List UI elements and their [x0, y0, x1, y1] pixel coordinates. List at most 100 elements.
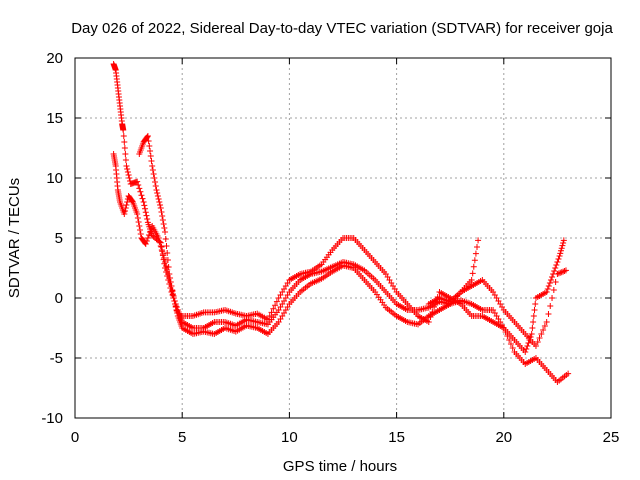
data-point: [554, 259, 561, 265]
data-point: [172, 304, 179, 310]
data-point: [164, 267, 171, 273]
data-point: [143, 212, 150, 219]
series-track-d: [425, 267, 569, 349]
data-point: [272, 302, 279, 309]
data-point: [147, 148, 154, 154]
data-point: [141, 202, 148, 209]
x-tick-label: 10: [281, 429, 298, 446]
data-point: [559, 242, 566, 249]
data-point: [429, 309, 436, 315]
data-point: [157, 202, 164, 208]
data-point: [158, 209, 165, 215]
data-point: [142, 241, 149, 247]
data-point: [159, 213, 166, 219]
data-point: [565, 370, 572, 377]
data-point: [168, 283, 175, 289]
x-tick-label: 5: [178, 429, 186, 446]
data-point: [148, 158, 155, 164]
y-tick-label: -5: [50, 350, 63, 367]
data-point: [120, 127, 127, 133]
data-point: [167, 275, 174, 281]
x-tick-label: 0: [71, 429, 79, 446]
data-point: [562, 267, 569, 274]
y-tick-label: 0: [55, 290, 63, 307]
data-point: [163, 263, 170, 269]
data-point: [136, 185, 143, 192]
data-point: [152, 183, 159, 189]
data-point: [549, 295, 556, 301]
data-point: [172, 301, 179, 307]
data-point: [124, 166, 131, 172]
data-point: [160, 255, 167, 261]
data-point: [155, 196, 162, 202]
data-point: [145, 232, 152, 238]
data-point: [506, 337, 513, 343]
data-point: [124, 169, 131, 175]
data-point: [121, 211, 128, 217]
data-point: [529, 325, 536, 331]
data-point: [532, 301, 539, 307]
data-point: [509, 345, 516, 351]
data-point: [122, 208, 129, 214]
data-point: [530, 313, 537, 319]
data-point: [123, 163, 130, 169]
data-point: [136, 223, 143, 229]
data-point: [151, 175, 158, 181]
data-point: [169, 287, 176, 293]
data-point: [541, 323, 548, 329]
data-point: [126, 175, 133, 181]
data-point: [162, 236, 169, 242]
data-point: [167, 279, 174, 285]
data-point: [552, 279, 559, 285]
data-point: [169, 291, 176, 297]
data-point: [557, 250, 564, 257]
y-tick-label: -10: [41, 410, 63, 427]
data-point: [549, 274, 556, 280]
data-point: [153, 187, 160, 193]
data-point: [163, 243, 170, 249]
y-tick-label: 20: [46, 50, 63, 67]
x-axis-label: GPS time / hours: [283, 458, 397, 475]
data-point: [121, 145, 128, 151]
data-point: [560, 268, 567, 275]
data-point: [522, 349, 529, 355]
data-point: [162, 229, 169, 235]
data-point: [264, 316, 271, 323]
data-point: [154, 193, 161, 199]
data-point: [142, 205, 149, 212]
data-point: [144, 235, 151, 241]
data-point: [543, 289, 550, 295]
data-point: [155, 235, 162, 241]
data-point: [122, 157, 129, 163]
data-point: [158, 247, 165, 253]
data-point: [427, 314, 434, 320]
chart-title: Day 026 of 2022, Sidereal Day-to-day VTE…: [71, 20, 613, 37]
data-point: [122, 205, 129, 211]
data-point: [170, 295, 177, 301]
data-point: [164, 257, 171, 263]
data-point: [524, 343, 531, 349]
data-point: [121, 139, 128, 145]
data-point: [173, 307, 180, 313]
y-tick-label: 15: [46, 110, 63, 127]
data-point: [475, 237, 482, 244]
data-point: [558, 269, 565, 276]
data-point: [156, 199, 163, 205]
data-point: [150, 171, 157, 177]
data-point: [164, 250, 171, 256]
data-point: [140, 199, 147, 205]
data-point: [538, 331, 545, 337]
data-point: [425, 319, 432, 325]
data-point: [159, 217, 166, 223]
data-point: [557, 247, 564, 254]
data-point: [144, 133, 151, 139]
data-point: [135, 219, 142, 225]
data-point: [142, 209, 149, 216]
data-point: [268, 309, 275, 316]
data-point: [156, 239, 163, 245]
data-point: [144, 216, 151, 222]
data-point: [551, 268, 558, 274]
data-point: [129, 198, 136, 204]
data-point: [147, 153, 154, 159]
